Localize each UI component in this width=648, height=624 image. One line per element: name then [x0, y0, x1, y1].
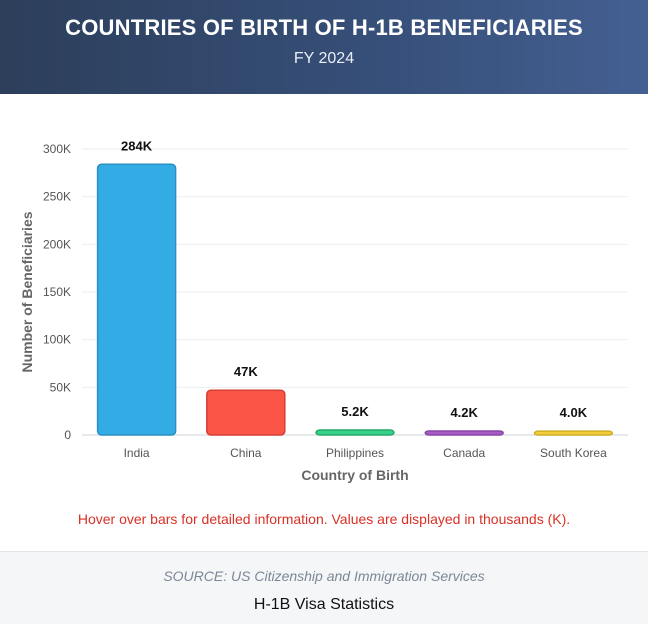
y-tick-label: 200K: [43, 237, 71, 251]
source-text: SOURCE: US Citizenship and Immigration S…: [163, 568, 485, 584]
bar-canada[interactable]: [424, 430, 504, 436]
data-label: 4.2K: [450, 405, 478, 420]
x-axis-title: Country of Birth: [301, 467, 408, 483]
data-label: 4.0K: [560, 405, 588, 420]
footer-title: H-1B Visa Statistics: [253, 596, 395, 613]
bar-china[interactable]: [206, 389, 286, 436]
y-tick-label: 250K: [43, 190, 71, 204]
data-label: 284K: [121, 138, 153, 153]
y-tick-label: 50K: [50, 380, 71, 394]
x-tick-label: Canada: [443, 446, 485, 460]
data-label: 47K: [234, 364, 258, 379]
y-tick-label: 150K: [43, 285, 71, 299]
data-label: 5.2K: [341, 404, 369, 419]
bar-south-korea[interactable]: [533, 430, 614, 436]
chart-title: COUNTRIES OF BIRTH OF H-1B BENEFICIARIES: [65, 15, 583, 40]
chart-area: 0 50K 100K 150K 200K 250K 300K 284K India 47K Chin…: [0, 94, 648, 494]
bar-philippines[interactable]: [315, 429, 395, 436]
x-tick-label: India: [124, 446, 150, 460]
hover-note: Hover over bars for detailed information…: [77, 511, 571, 527]
y-tick-label: 100K: [43, 333, 71, 347]
x-tick-label: Philippines: [326, 446, 384, 460]
bar-india[interactable]: [96, 163, 177, 436]
bar-chart: 0 50K 100K 150K 200K 250K 300K 284K India 47K Chin…: [19, 138, 628, 483]
x-tick-label: China: [230, 446, 262, 460]
chart-subtitle: FY 2024: [293, 50, 355, 67]
chart-header: COUNTRIES OF BIRTH OF H-1B BENEFICIARIES…: [0, 0, 648, 94]
y-axis-title: Number of Beneficiaries: [19, 211, 35, 372]
footer: SOURCE: US Citizenship and Immigration S…: [0, 551, 648, 624]
x-tick-label: South Korea: [540, 446, 607, 460]
y-tick-label: 300K: [43, 142, 71, 156]
y-tick-label: 0: [64, 428, 71, 442]
